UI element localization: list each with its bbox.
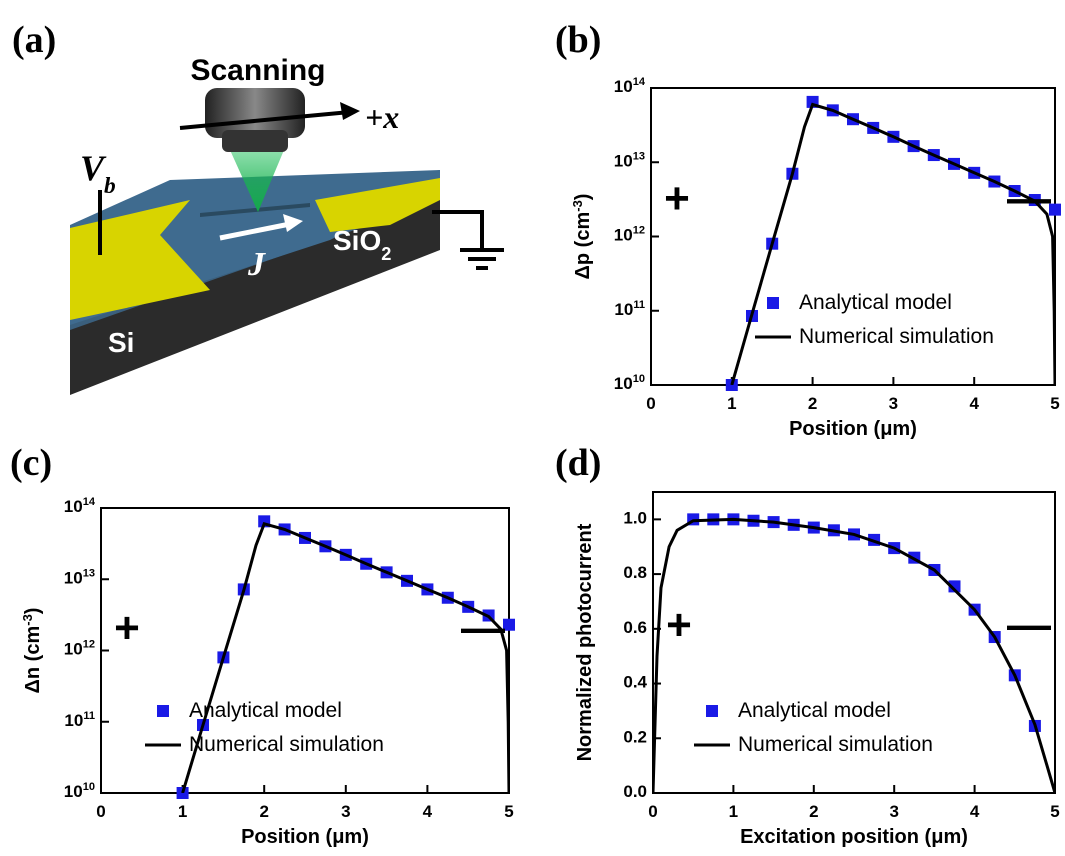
x-tick-label: 0 bbox=[648, 802, 657, 821]
legend-marker bbox=[767, 297, 779, 309]
x-tick-label: 4 bbox=[969, 394, 979, 413]
y-tick-label: 1014 bbox=[614, 76, 646, 97]
panel-label: (b) bbox=[555, 19, 601, 61]
x-tick-label: 1 bbox=[178, 802, 187, 821]
x-tick-label: 2 bbox=[808, 394, 817, 413]
y-tick-label: 0.4 bbox=[623, 673, 647, 692]
x-axis-label: Position (μm) bbox=[241, 826, 369, 848]
y-tick-label: 0.2 bbox=[623, 728, 647, 747]
chart: (b) 0 1 2 3 4 5 1010 1011 1012 1013 1014 Position (μ… bbox=[555, 19, 1061, 440]
x-tick-label: 3 bbox=[889, 802, 898, 821]
panel-label: (c) bbox=[10, 442, 52, 484]
annotation: + bbox=[664, 173, 690, 222]
legend-label: Analytical model bbox=[738, 699, 891, 722]
legend-label: Numerical simulation bbox=[799, 325, 994, 348]
x-tick-label: 0 bbox=[646, 394, 655, 413]
x-axis-label: Position (μm) bbox=[789, 418, 917, 440]
y-tick-label: 1010 bbox=[64, 781, 95, 802]
legend-marker bbox=[157, 705, 169, 717]
x-tick-label: 1 bbox=[727, 394, 736, 413]
current-label: J bbox=[247, 246, 266, 283]
objective-tip bbox=[222, 130, 288, 152]
x-tick-label: 0 bbox=[96, 802, 105, 821]
bias-label: Vb bbox=[80, 148, 116, 199]
y-tick-label: 1.0 bbox=[623, 509, 647, 528]
x-tick-label: 2 bbox=[259, 802, 268, 821]
annotation: — bbox=[461, 603, 505, 652]
y-tick-label: 1012 bbox=[614, 224, 645, 245]
scan-arrowhead bbox=[340, 102, 360, 120]
y-axis-label: Δp (cm-3) bbox=[570, 194, 595, 280]
y-tick-label: 1013 bbox=[614, 150, 645, 171]
x-tick-label: 3 bbox=[889, 394, 898, 413]
panel-label: (a) bbox=[12, 19, 56, 61]
y-tick-label: 1013 bbox=[64, 567, 95, 588]
annotation: — bbox=[1007, 173, 1051, 222]
panel-label: (d) bbox=[555, 442, 601, 484]
x-tick-label: 5 bbox=[1050, 394, 1059, 413]
y-tick-label: 1010 bbox=[614, 373, 645, 394]
y-tick-label: 1014 bbox=[64, 496, 96, 517]
annotation: — bbox=[1007, 600, 1051, 649]
x-tick-label: 2 bbox=[809, 802, 818, 821]
y-tick-label: 0.8 bbox=[623, 564, 647, 583]
legend-label: Analytical model bbox=[799, 291, 952, 314]
y-tick-label: 0.0 bbox=[623, 782, 647, 801]
y-axis-label: Δn (cm-3) bbox=[20, 608, 45, 694]
chart: (c) 0 1 2 3 4 5 1010 1011 1012 1013 1014 Position (μ… bbox=[10, 442, 515, 848]
scanning-label: Scanning bbox=[190, 54, 325, 87]
chart: (d) 0 1 2 3 4 5 0.0 0.2 0.4 0.6 0.8 1.0 Excitation po… bbox=[555, 442, 1060, 848]
y-tick-label: 0.6 bbox=[623, 618, 647, 637]
x-tick-label: 5 bbox=[504, 802, 513, 821]
direction-label: +x bbox=[365, 99, 399, 135]
legend-label: Analytical model bbox=[189, 699, 342, 722]
y-tick-label: 1012 bbox=[64, 638, 95, 659]
x-tick-label: 4 bbox=[970, 802, 980, 821]
x-tick-label: 5 bbox=[1050, 802, 1059, 821]
substrate-label: Si bbox=[108, 327, 134, 358]
x-tick-label: 1 bbox=[729, 802, 738, 821]
legend-label: Numerical simulation bbox=[189, 733, 384, 756]
device-diagram: (a) Scanning +x Vb J SiO2 Si bbox=[12, 19, 504, 395]
x-axis-label: Excitation position (μm) bbox=[740, 826, 968, 848]
y-axis-label: Normalized photocurrent bbox=[574, 523, 596, 761]
y-tick-label: 1011 bbox=[64, 710, 95, 731]
x-tick-label: 3 bbox=[341, 802, 350, 821]
figure: (a) Scanning +x Vb J SiO2 Si (b)01234510… bbox=[0, 0, 1065, 856]
legend-label: Numerical simulation bbox=[738, 733, 933, 756]
y-tick-label: 1011 bbox=[614, 299, 645, 320]
annotation: + bbox=[114, 603, 140, 652]
x-tick-label: 4 bbox=[423, 802, 433, 821]
legend-marker bbox=[706, 705, 718, 717]
annotation: + bbox=[666, 600, 692, 649]
